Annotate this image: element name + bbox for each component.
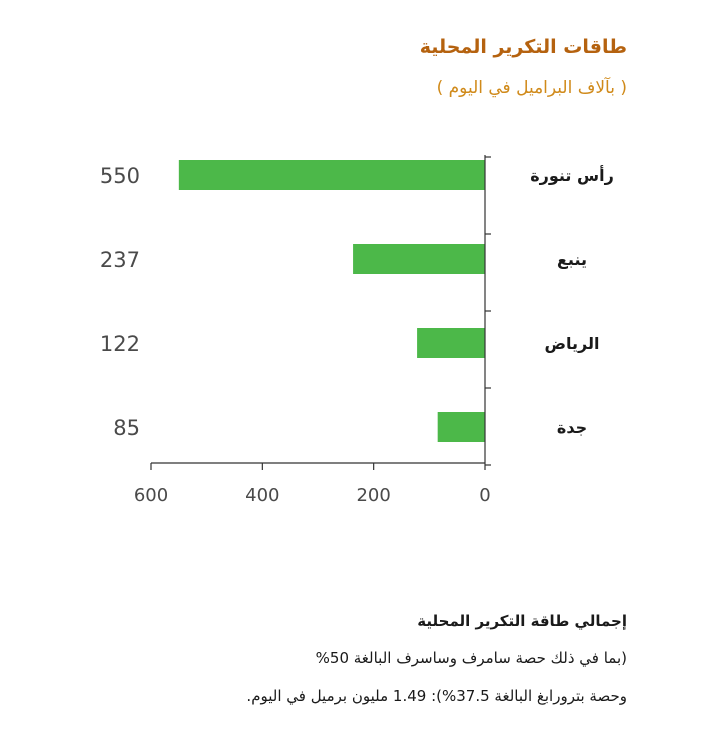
chart-title: طاقات التكرير المحلية [419,36,627,58]
category-label-1: ينبع [557,250,587,269]
x-tick-label-1: 400 [245,485,279,506]
bar-0 [178,160,486,190]
footnote-samref-sasref-share: (بما في ذلك حصة سامرف وساسرف البالغة 50% [315,649,627,667]
value-label-1: 237 [100,248,140,272]
refining-capacity-bar-chart: رأس تنورة 550 ينبع 237 الرياض 122 جدة 85 600 400 2… [100,155,614,506]
category-label-0: رأس تنورة [530,165,614,185]
category-label-2: الرياض [545,334,600,353]
value-label-2: 122 [100,332,140,356]
bar-1 [353,244,485,274]
x-tick-label-3: 0 [479,485,490,506]
footnote-total-capacity: إجمالي طاقة التكرير المحلية [417,612,627,630]
category-label-3: جدة [557,418,587,437]
chart-subtitle: ( بآلاف البراميل في اليوم ) [436,78,627,98]
footnote-petrorabigh-share: وحصة بترورابغ البالغة 37.5%): 1.49 مليون… [246,687,627,705]
bars-layer [178,160,486,442]
value-label-0: 550 [100,164,140,188]
axis-layer: رأس تنورة 550 ينبع 237 الرياض 122 جدة 85 600 400 2… [100,155,614,506]
bar-2 [417,328,485,358]
x-tick-label-0: 600 [134,485,168,506]
bar-3 [437,412,485,442]
x-tick-label-2: 200 [356,485,390,506]
value-label-3: 85 [113,416,140,440]
